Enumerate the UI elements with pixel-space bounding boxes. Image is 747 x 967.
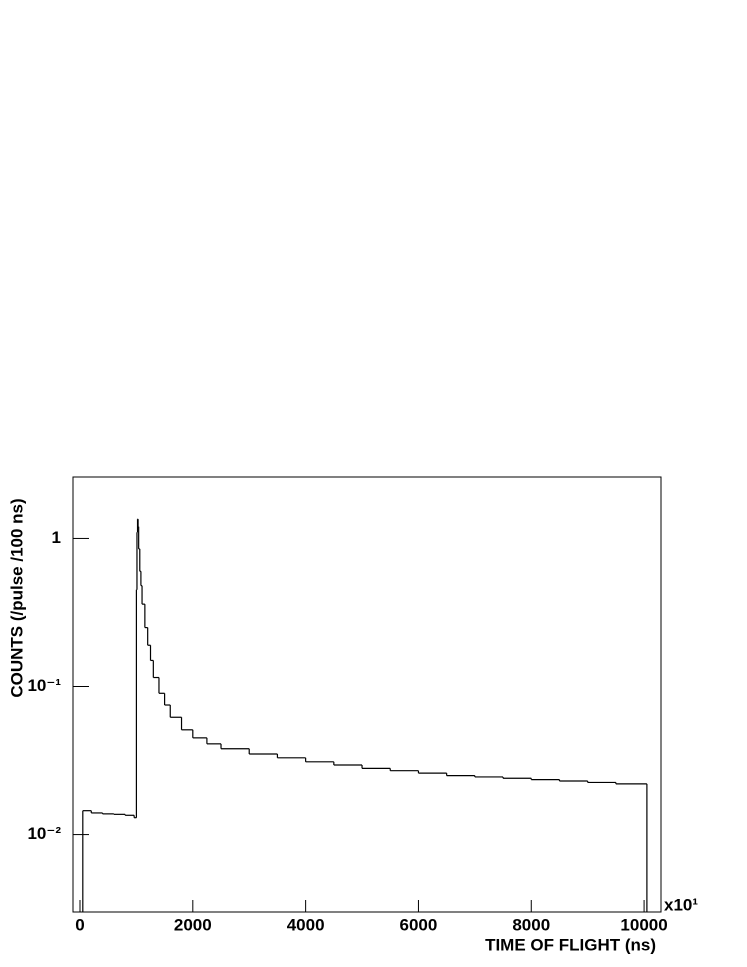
x-multiplier: x10¹	[664, 895, 698, 914]
x-tick-label: 10000	[620, 915, 667, 934]
x-tick-label: 2000	[174, 915, 212, 934]
x-axis-label: TIME OF FLIGHT (ns)	[485, 935, 656, 954]
y-axis-label: COUNTS (/pulse /100 ns)	[7, 498, 26, 697]
x-tick-label: 8000	[512, 915, 550, 934]
y-tick-label: 1	[52, 528, 61, 547]
x-tick-label: 4000	[287, 915, 325, 934]
y-tick-label: 10⁻¹	[27, 676, 61, 695]
plot-frame	[72, 476, 662, 913]
x-tick-label: 6000	[400, 915, 438, 934]
y-tick-label: 10⁻²	[27, 824, 61, 843]
x-tick-label: 0	[75, 915, 84, 934]
